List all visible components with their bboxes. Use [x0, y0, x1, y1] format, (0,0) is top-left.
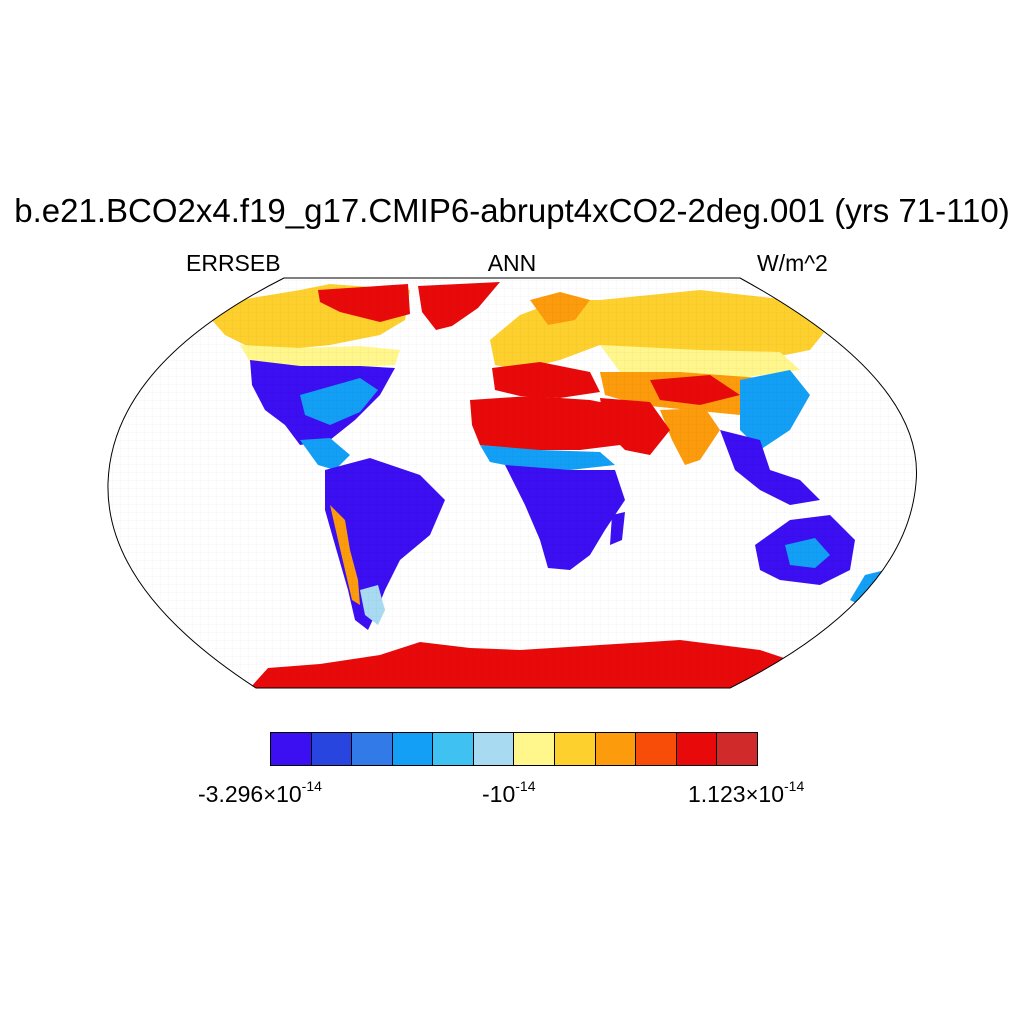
- colorbar-min-label: -3.296×10-14: [198, 778, 322, 807]
- colorbar-swatch-8: [555, 733, 596, 765]
- colorbar-swatch-6: [473, 733, 515, 765]
- colorbar: [270, 732, 758, 766]
- map-land-fill: [107, 278, 917, 688]
- colorbar-swatch-12: [717, 733, 757, 765]
- colorbar-swatch-10: [636, 733, 677, 765]
- colorbar-swatch-4: [392, 733, 434, 765]
- variable-label: ERRSEB: [186, 250, 281, 276]
- colorbar-swatch-3: [352, 733, 393, 765]
- colorbar-swatch-7: [514, 733, 556, 765]
- colorbar-swatch-11: [676, 733, 718, 765]
- colorbar-swatch-9: [595, 733, 637, 765]
- colorbar-mid-label: -10-14: [482, 778, 536, 807]
- colorbar-swatch-1: [271, 733, 312, 765]
- season-label: ANN: [487, 250, 537, 276]
- colorbar-max-label: 1.123×10-14: [688, 778, 805, 807]
- plot-title: b.e21.BCO2x4.f19_g17.CMIP6-abrupt4xCO2-2…: [14, 192, 1010, 229]
- map-outline: [107, 277, 918, 689]
- colorbar-swatch-2: [311, 733, 353, 765]
- colorbar-swatch-5: [433, 733, 474, 765]
- units-label: W/m^2: [757, 250, 828, 276]
